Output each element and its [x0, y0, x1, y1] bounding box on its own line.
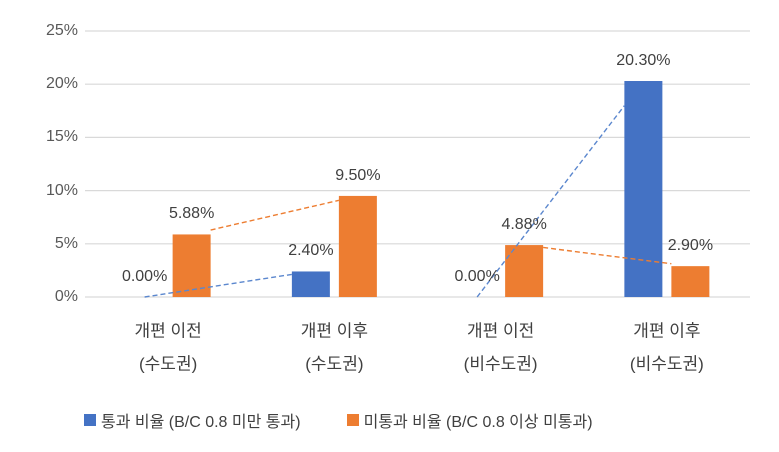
- legend-item-pass: 통과 비율 (B/C 0.8 미만 통과): [84, 408, 301, 432]
- bar-series1-cat2: [505, 245, 544, 297]
- data-label: 4.88%: [501, 216, 547, 234]
- x-category-label-line1: 개편 이전: [466, 321, 535, 341]
- y-tick-label: 20%: [45, 75, 78, 93]
- legend-swatch-fail-icon: [346, 414, 359, 426]
- bar-series1-cat0: [172, 234, 211, 297]
- data-label: 5.88%: [168, 205, 215, 223]
- trend-line-series1: [543, 246, 672, 265]
- data-label: 20.30%: [616, 52, 671, 69]
- bar-series1-cat1: [338, 195, 377, 297]
- x-category-label-line2: (수도권): [139, 354, 198, 374]
- x-category-label-line2: (비수도권): [629, 354, 704, 374]
- data-label: 9.50%: [335, 166, 381, 184]
- legend-swatch-pass-icon: [84, 414, 96, 426]
- data-label: 0.00%: [454, 268, 500, 285]
- x-category-label-line2: (비수도권): [463, 354, 538, 374]
- bar-series0-cat1: [291, 271, 330, 297]
- x-category-label-line1: 개편 이후: [633, 321, 701, 341]
- data-label: 0.00%: [121, 268, 168, 285]
- trend-line-series0: [144, 273, 292, 298]
- bar-series0-cat3: [624, 81, 663, 298]
- legend: 통과 비율 (B/C 0.8 미만 통과) 미통과 비율 (B/C 0.8 이상…: [84, 408, 593, 432]
- y-tick-label: 5%: [54, 234, 78, 252]
- trend-line-series1: [210, 199, 340, 231]
- legend-label-fail: 미통과 비율 (B/C 0.8 이상 미통과): [363, 414, 593, 431]
- y-tick-label: 0%: [54, 288, 78, 305]
- y-tick-label: 15%: [45, 128, 78, 146]
- bar-series1-cat3: [671, 266, 710, 297]
- x-category-label-line1: 개편 이후: [300, 321, 369, 341]
- data-label: 2.90%: [667, 237, 714, 255]
- x-category-label-line2: (수도권): [305, 354, 364, 374]
- y-tick-label: 25%: [45, 22, 78, 39]
- legend-item-fail: 미통과 비율 (B/C 0.8 이상 미통과): [346, 408, 593, 432]
- y-tick-label: 10%: [45, 181, 78, 199]
- x-category-label-line1: 개편 이전: [134, 321, 202, 341]
- data-label: 2.40%: [288, 242, 334, 260]
- trend-line-series0: [476, 105, 625, 298]
- legend-label-pass: 통과 비율 (B/C 0.8 미만 통과): [101, 414, 301, 431]
